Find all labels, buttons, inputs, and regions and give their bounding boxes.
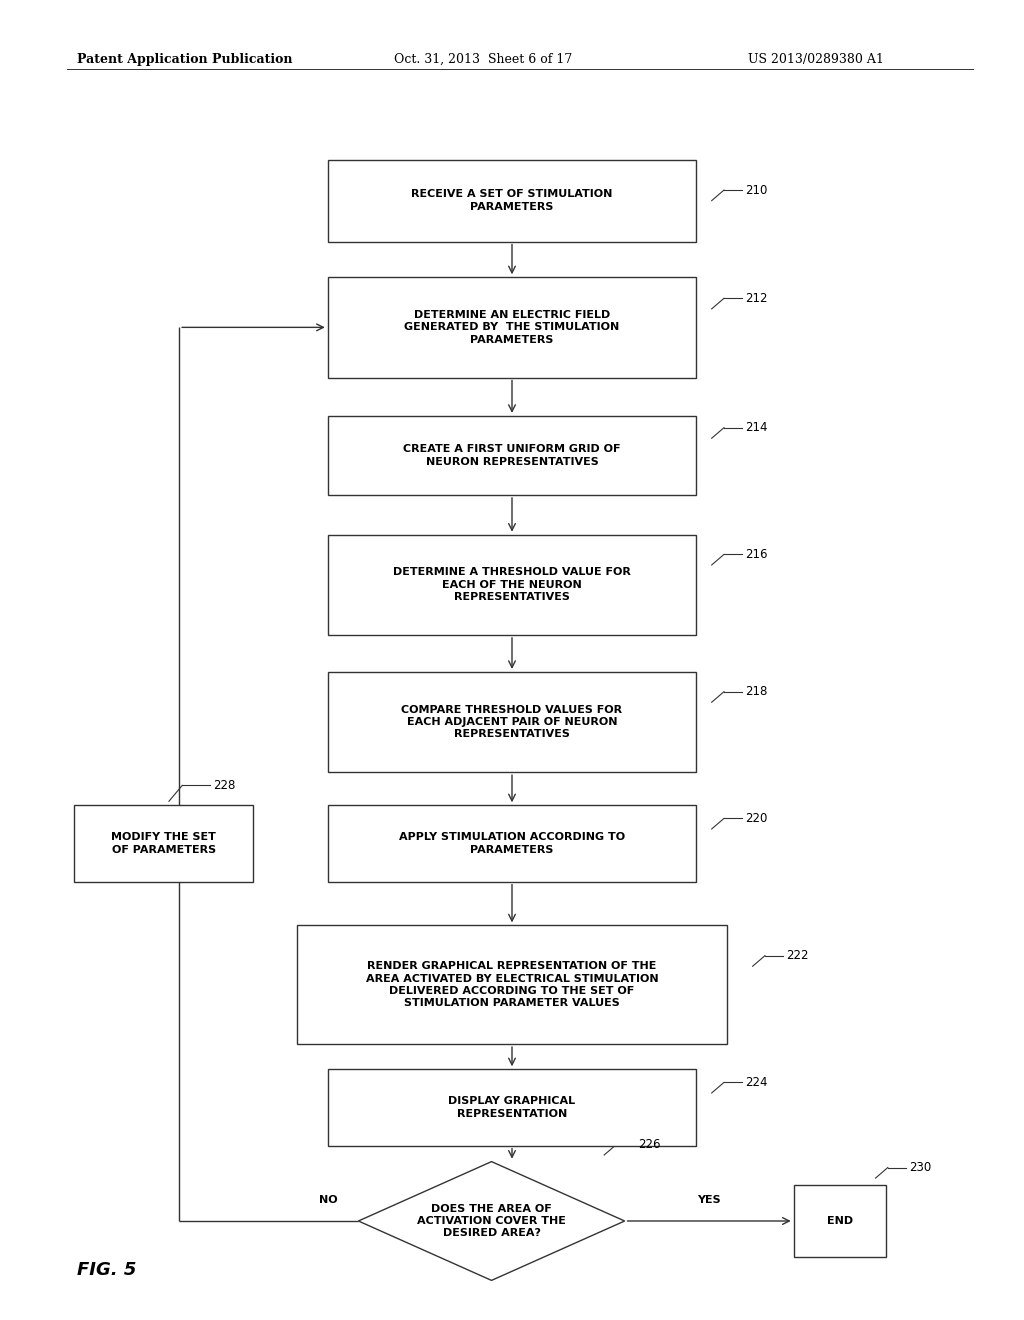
- Text: 218: 218: [745, 685, 768, 698]
- Text: 228: 228: [213, 779, 236, 792]
- Text: MODIFY THE SET
OF PARAMETERS: MODIFY THE SET OF PARAMETERS: [112, 833, 216, 854]
- Text: RENDER GRAPHICAL REPRESENTATION OF THE
AREA ACTIVATED BY ELECTRICAL STIMULATION
: RENDER GRAPHICAL REPRESENTATION OF THE A…: [366, 961, 658, 1008]
- FancyBboxPatch shape: [328, 805, 696, 882]
- Text: 230: 230: [909, 1162, 932, 1173]
- FancyBboxPatch shape: [328, 672, 696, 772]
- FancyBboxPatch shape: [75, 805, 254, 882]
- Text: APPLY STIMULATION ACCORDING TO
PARAMETERS: APPLY STIMULATION ACCORDING TO PARAMETER…: [399, 833, 625, 854]
- Text: DETERMINE AN ELECTRIC FIELD
GENERATED BY  THE STIMULATION
PARAMETERS: DETERMINE AN ELECTRIC FIELD GENERATED BY…: [404, 310, 620, 345]
- Text: END: END: [826, 1216, 853, 1226]
- Text: US 2013/0289380 A1: US 2013/0289380 A1: [748, 53, 884, 66]
- FancyBboxPatch shape: [794, 1185, 886, 1257]
- FancyBboxPatch shape: [328, 160, 696, 242]
- Text: YES: YES: [697, 1195, 721, 1205]
- FancyBboxPatch shape: [328, 1069, 696, 1146]
- Text: RECEIVE A SET OF STIMULATION
PARAMETERS: RECEIVE A SET OF STIMULATION PARAMETERS: [412, 190, 612, 211]
- Text: 224: 224: [745, 1076, 768, 1089]
- Text: DOES THE AREA OF
ACTIVATION COVER THE
DESIRED AREA?: DOES THE AREA OF ACTIVATION COVER THE DE…: [417, 1204, 566, 1238]
- Polygon shape: [358, 1162, 625, 1280]
- Text: Oct. 31, 2013  Sheet 6 of 17: Oct. 31, 2013 Sheet 6 of 17: [394, 53, 572, 66]
- FancyBboxPatch shape: [328, 416, 696, 495]
- Text: 226: 226: [638, 1138, 660, 1151]
- Text: 220: 220: [745, 812, 768, 825]
- Text: Patent Application Publication: Patent Application Publication: [77, 53, 292, 66]
- Text: FIG. 5: FIG. 5: [77, 1261, 136, 1279]
- Text: COMPARE THRESHOLD VALUES FOR
EACH ADJACENT PAIR OF NEURON
REPRESENTATIVES: COMPARE THRESHOLD VALUES FOR EACH ADJACE…: [401, 705, 623, 739]
- FancyBboxPatch shape: [328, 277, 696, 378]
- Text: 214: 214: [745, 421, 768, 434]
- FancyBboxPatch shape: [297, 925, 727, 1044]
- Text: CREATE A FIRST UNIFORM GRID OF
NEURON REPRESENTATIVES: CREATE A FIRST UNIFORM GRID OF NEURON RE…: [403, 445, 621, 466]
- Text: 222: 222: [786, 949, 809, 962]
- FancyBboxPatch shape: [328, 535, 696, 635]
- Text: DISPLAY GRAPHICAL
REPRESENTATION: DISPLAY GRAPHICAL REPRESENTATION: [449, 1097, 575, 1118]
- Text: 216: 216: [745, 548, 768, 561]
- Text: 212: 212: [745, 292, 768, 305]
- Text: 210: 210: [745, 183, 768, 197]
- Text: NO: NO: [319, 1195, 338, 1205]
- Text: DETERMINE A THRESHOLD VALUE FOR
EACH OF THE NEURON
REPRESENTATIVES: DETERMINE A THRESHOLD VALUE FOR EACH OF …: [393, 568, 631, 602]
